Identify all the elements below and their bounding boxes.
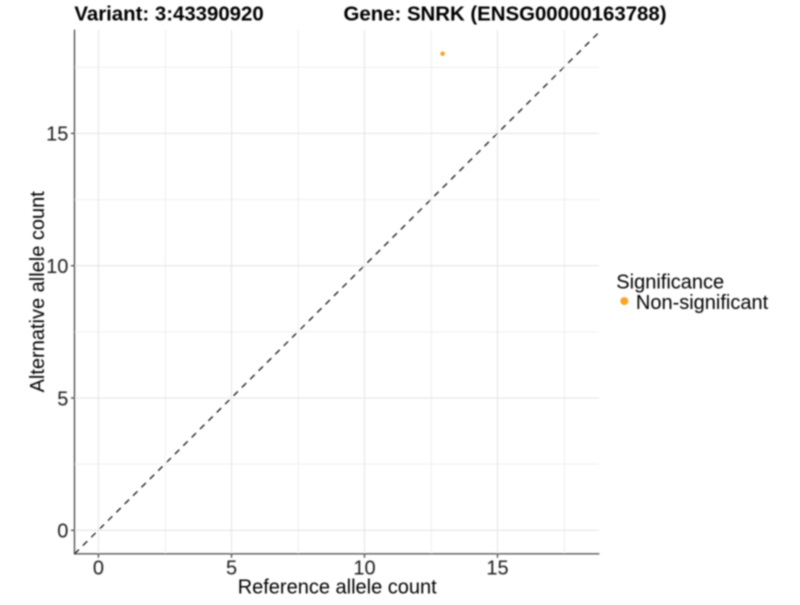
svg-text:Non-significant: Non-significant — [636, 292, 769, 314]
svg-text:15: 15 — [486, 558, 508, 580]
svg-text:Gene: SNRK (ENSG00000163788): Gene: SNRK (ENSG00000163788) — [344, 4, 667, 26]
svg-text:Significance: Significance — [616, 272, 724, 294]
svg-text:0: 0 — [57, 521, 68, 543]
svg-text:15: 15 — [46, 124, 68, 146]
svg-text:5: 5 — [226, 558, 237, 580]
svg-text:Alternative allele count: Alternative allele count — [27, 191, 49, 393]
svg-text:5: 5 — [57, 388, 68, 410]
svg-text:Variant: 3:43390920: Variant: 3:43390920 — [74, 4, 263, 26]
svg-text:10: 10 — [46, 256, 68, 278]
svg-text:0: 0 — [93, 558, 104, 580]
svg-text:Reference allele count: Reference allele count — [238, 577, 437, 599]
svg-text:10: 10 — [353, 558, 375, 580]
